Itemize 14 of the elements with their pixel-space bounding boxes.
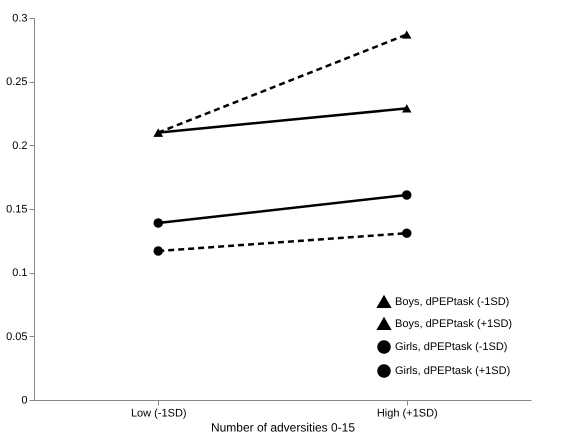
legend-label: Boys, dPEPtask (+1SD) — [395, 318, 512, 330]
y-tick-label: 0.05 — [6, 330, 28, 343]
y-tick-label: 0.3 — [12, 12, 28, 24]
x-axis-title: Number of adversities 0-15 — [210, 420, 356, 434]
legend-label: Boys, dPEPtask (-1SD) — [395, 296, 510, 308]
y-tick-label: 0.2 — [12, 140, 28, 152]
legend-label: Girls, dPEPtask (-1SD) — [395, 341, 508, 353]
x-tick-label: Low (-1SD) — [130, 408, 187, 420]
y-tick-label: 0 — [21, 394, 28, 406]
y-tick-label: 0.15 — [6, 204, 28, 216]
y-tick-label: 0.1 — [12, 267, 28, 280]
legend-label: Girls, dPEPtask (+1SD) — [395, 365, 510, 377]
x-tick-label: High (+1SD) — [376, 408, 438, 420]
y-tick-label: 0.25 — [6, 76, 28, 88]
